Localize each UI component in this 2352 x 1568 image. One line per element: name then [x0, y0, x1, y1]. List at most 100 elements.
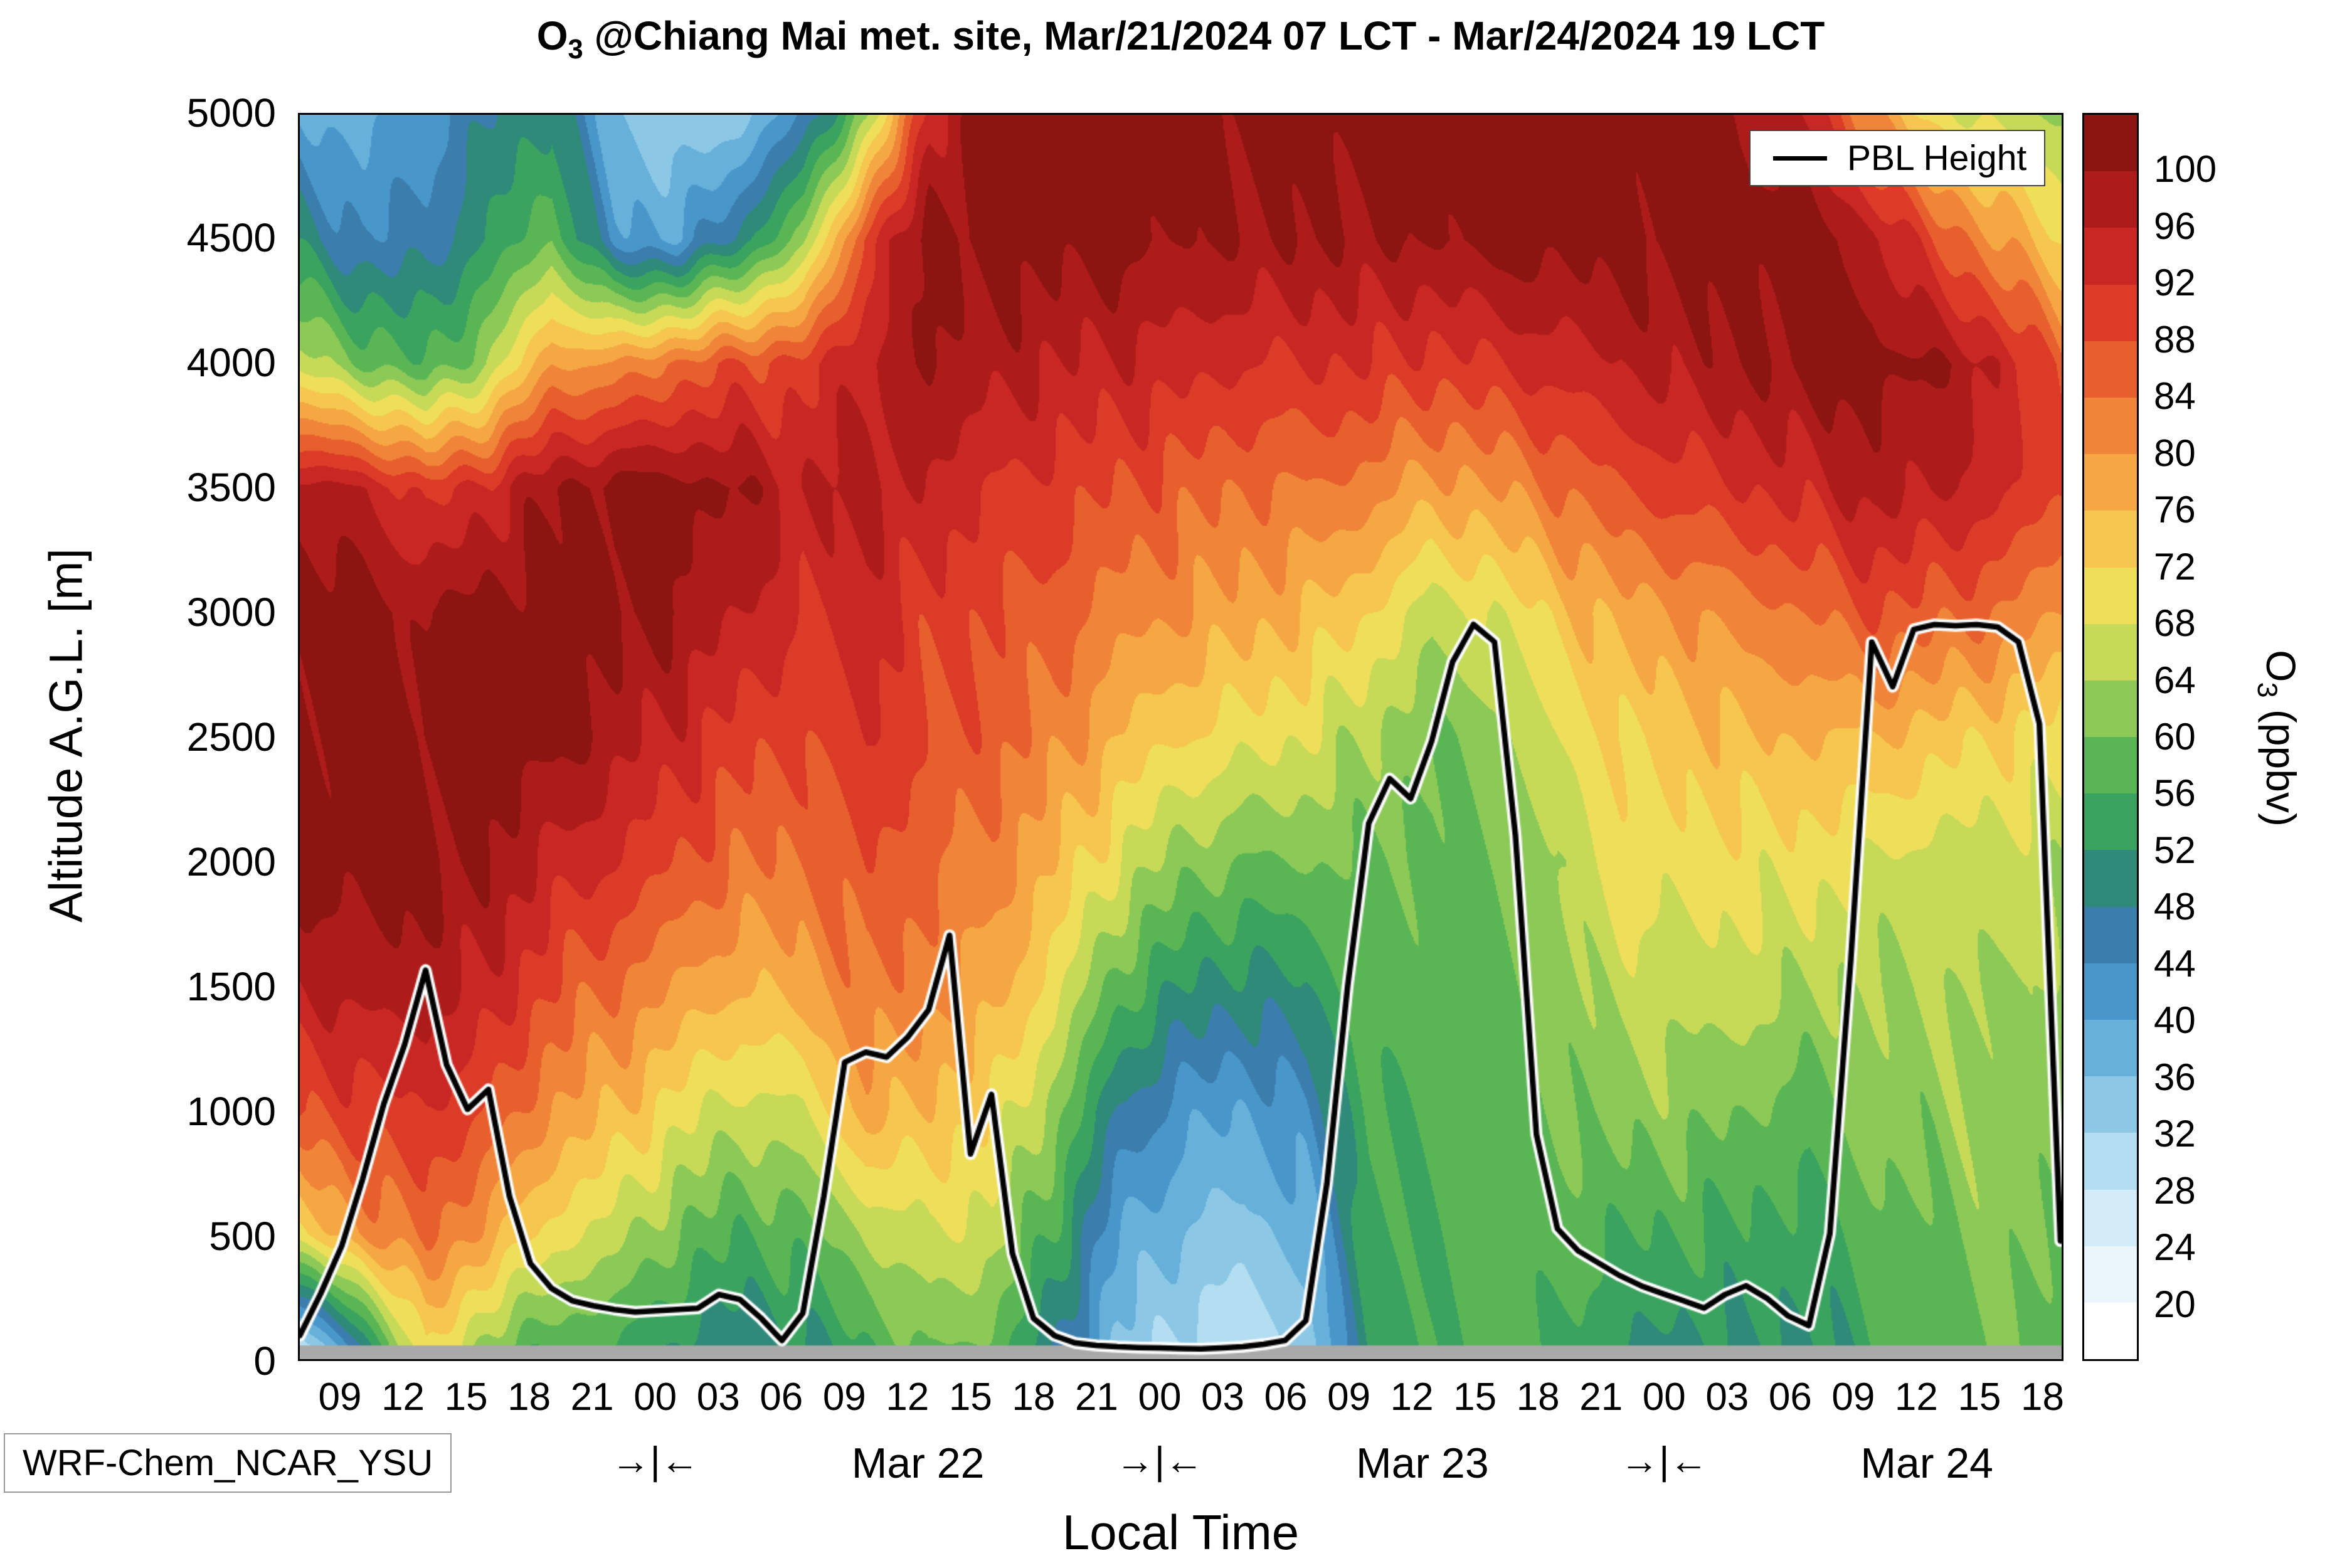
colorbar-label-text: (ppbv) [2258, 697, 2305, 827]
colorbar-tick-label: 44 [2154, 942, 2196, 985]
colorbar-segment [2084, 454, 2137, 511]
model-label: WRF-Chem_NCAR_YSU [4, 1433, 452, 1493]
colorbar-segment [2084, 1076, 2137, 1133]
y-tick-label: 3500 [186, 465, 276, 510]
colorbar-tick-label: 64 [2154, 659, 2196, 701]
colorbar-segment [2084, 397, 2137, 455]
colorbar-segment [2084, 228, 2137, 285]
colorbar-segment [2084, 963, 2137, 1020]
x-tick-label: 09 [822, 1375, 866, 1419]
colorbar-tick-label: 40 [2154, 999, 2196, 1042]
y-tick-label: 1000 [186, 1089, 276, 1134]
colorbar-tick-label: 84 [2154, 375, 2196, 418]
midnight-marker: →|← [1620, 1439, 1708, 1483]
y-tick-label: 3000 [186, 590, 276, 635]
colorbar-segment [2084, 1302, 2137, 1360]
x-tick-label: 15 [1957, 1375, 2001, 1419]
legend-label: PBL Height [1847, 138, 2027, 178]
colorbar-label: O3 (ppbv) [2251, 550, 2305, 926]
y-tick-label: 4500 [186, 215, 276, 260]
midnight-marker: →|← [1115, 1439, 1204, 1483]
colorbar-segment [2084, 1246, 2137, 1303]
y-tick-label: 2000 [186, 839, 276, 884]
colorbar-tick-label: 52 [2154, 829, 2196, 871]
x-tick-label: 15 [444, 1375, 488, 1419]
x-tick-label: 15 [1453, 1375, 1497, 1419]
colorbar-tick-label: 72 [2154, 545, 2196, 588]
ozone-heatmap-canvas [300, 115, 2062, 1359]
colorbar-segment [2084, 850, 2137, 907]
x-tick-label: 18 [2021, 1375, 2064, 1419]
x-tick-label: 06 [1768, 1375, 1812, 1419]
pbl-line-swatch [1773, 156, 1827, 161]
plot-area: PBL Height [298, 113, 2063, 1361]
x-tick-label: 09 [1327, 1375, 1371, 1419]
x-tick-label: 12 [886, 1375, 930, 1419]
colorbar-tick-label: 92 [2154, 262, 2196, 304]
x-tick-label: 00 [1642, 1375, 1686, 1419]
day-label: Mar 24 [1860, 1439, 1993, 1487]
x-tick-label: 09 [318, 1375, 362, 1419]
colorbar-segment [2084, 737, 2137, 794]
colorbar-label-subscript: 3 [2251, 682, 2284, 698]
y-tick-label: 0 [253, 1338, 276, 1384]
x-tick-label: 15 [948, 1375, 992, 1419]
x-tick-label: 21 [570, 1375, 614, 1419]
colorbar-segment [2084, 906, 2137, 963]
y-tick-label: 500 [209, 1214, 276, 1259]
colorbar-tick-label: 20 [2154, 1283, 2196, 1325]
chart-title: O3 @Chiang Mai met. site, Mar/21/2024 07… [298, 13, 2063, 65]
colorbar-tick-label: 68 [2154, 602, 2196, 645]
x-tick-label: 18 [507, 1375, 551, 1419]
x-tick-label: 06 [760, 1375, 803, 1419]
title-prefix: O [536, 13, 568, 58]
title-text: @Chiang Mai met. site, Mar/21/2024 07 LC… [583, 13, 1825, 58]
title-subscript: 3 [568, 34, 583, 65]
x-tick-label: 06 [1264, 1375, 1308, 1419]
colorbar-segment [2084, 511, 2137, 568]
x-tick-label: 00 [633, 1375, 677, 1419]
x-tick-label: 03 [1201, 1375, 1244, 1419]
colorbar-tick-label: 28 [2154, 1169, 2196, 1212]
colorbar-segment [2084, 793, 2137, 850]
x-tick-label: 00 [1138, 1375, 1182, 1419]
colorbar-tick-label: 24 [2154, 1226, 2196, 1269]
x-tick-label: 21 [1579, 1375, 1623, 1419]
colorbar-segment [2084, 1020, 2137, 1077]
colorbar-segment [2084, 567, 2137, 624]
colorbar-segment [2084, 171, 2137, 228]
x-axis-label: Local Time [1062, 1505, 1300, 1560]
colorbar-tick-label: 60 [2154, 716, 2196, 758]
colorbar-segment [2084, 284, 2137, 341]
colorbar-segment [2084, 1133, 2137, 1190]
x-tick-label: 03 [696, 1375, 740, 1419]
colorbar-tick-label: 80 [2154, 432, 2196, 474]
y-tick-label: 5000 [186, 90, 276, 135]
colorbar-segment [2084, 623, 2137, 681]
x-tick-label: 21 [1074, 1375, 1118, 1419]
y-tick-label: 4000 [186, 340, 276, 385]
colorbar-tick-label: 32 [2154, 1113, 2196, 1155]
legend: PBL Height [1749, 130, 2045, 186]
colorbar-tick-label: 96 [2154, 204, 2196, 247]
day-label: Mar 22 [851, 1439, 985, 1487]
colorbar-segment [2084, 1189, 2137, 1246]
x-tick-label: 09 [1831, 1375, 1875, 1419]
colorbar-segment [2084, 115, 2137, 172]
colorbar-label-prefix: O [2258, 650, 2305, 682]
colorbar-tick-label: 48 [2154, 886, 2196, 928]
x-tick-label: 12 [1894, 1375, 1938, 1419]
colorbar-segment [2084, 680, 2137, 738]
colorbar [2082, 113, 2139, 1361]
x-tick-label: 18 [1516, 1375, 1560, 1419]
y-tick-label: 1500 [186, 964, 276, 1009]
colorbar-tick-label: 100 [2154, 148, 2217, 191]
x-tick-label: 18 [1012, 1375, 1056, 1419]
x-tick-label: 12 [1390, 1375, 1434, 1419]
colorbar-tick-label: 76 [2154, 489, 2196, 531]
x-tick-label: 03 [1705, 1375, 1749, 1419]
colorbar-tick-label: 36 [2154, 1056, 2196, 1098]
day-label: Mar 23 [1356, 1439, 1489, 1487]
colorbar-tick-label: 56 [2154, 772, 2196, 815]
